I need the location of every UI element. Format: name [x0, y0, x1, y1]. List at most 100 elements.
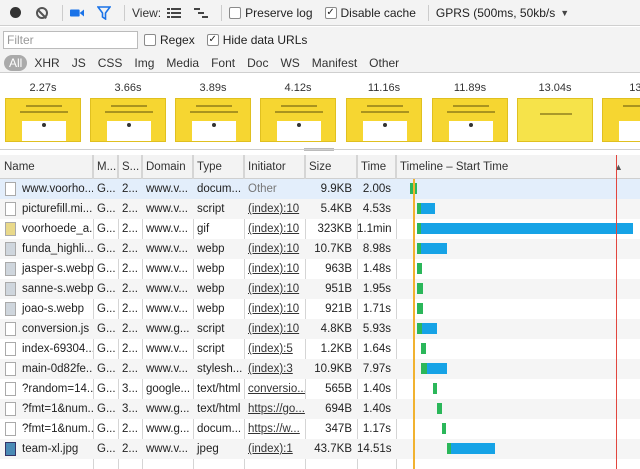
- view-label: View:: [132, 5, 162, 20]
- hide-data-urls-checkbox[interactable]: ✓: [206, 34, 219, 46]
- load-event-marker: [616, 155, 617, 469]
- column-header-timeline[interactable]: Timeline – Start Time: [400, 161, 509, 173]
- table-row[interactable]: main-0d82fe... G... 2... www.v... stylesh...…: [0, 359, 640, 379]
- request-initiator[interactable]: (index):3: [248, 363, 293, 375]
- request-domain: www.v...: [146, 183, 188, 195]
- table-row[interactable]: team-xl.jpg G... 2... www.v... jpeg (index):1…: [0, 439, 640, 459]
- table-row[interactable]: ?fmt=1&num... G... 2... www.g... docum... htt…: [0, 419, 640, 439]
- type-filter-font[interactable]: Font: [211, 55, 236, 70]
- request-initiator[interactable]: https://w...: [248, 423, 300, 435]
- table-row[interactable]: ?random=14... G... 3... google... text/html c…: [0, 379, 640, 399]
- regex-label: Regex: [160, 33, 195, 47]
- filmstrip-frame[interactable]: 13.04s: [515, 82, 595, 142]
- request-method: G...: [97, 343, 116, 355]
- column-header-size[interactable]: Size: [305, 155, 357, 179]
- filmstrip-frame[interactable]: 2.27s: [3, 82, 83, 142]
- request-initiator[interactable]: (index):10: [248, 283, 300, 295]
- table-row[interactable]: voorhoede_a... G... 2... www.v... gif (index)…: [0, 219, 640, 239]
- type-filter-img[interactable]: Img: [134, 55, 155, 70]
- request-name: picturefill.mi...: [22, 203, 93, 215]
- filmstrip-frame[interactable]: 11.89s: [430, 82, 510, 142]
- type-filter-manifest[interactable]: Manifest: [311, 55, 358, 70]
- frame-time: 11.89s: [453, 82, 487, 94]
- request-initiator[interactable]: (index):10: [248, 203, 300, 215]
- table-row[interactable]: funda_highli... G... 2... www.v... webp (inde…: [0, 239, 640, 259]
- column-header-status[interactable]: S...: [118, 155, 142, 179]
- filmstrip-frame[interactable]: 4.12s: [258, 82, 338, 142]
- column-header-type[interactable]: Type: [193, 155, 244, 179]
- frame-time: 4.12s: [284, 82, 312, 94]
- request-size: 951B: [325, 283, 352, 295]
- request-type: gif: [197, 223, 210, 235]
- request-method: G...: [97, 443, 116, 455]
- column-header-initiator[interactable]: Initiator: [244, 155, 305, 179]
- table-row[interactable]: jasper-s.webp G... 2... www.v... webp (index)…: [0, 259, 640, 279]
- request-status: 2...: [122, 203, 138, 215]
- request-domain: www.v...: [146, 243, 188, 255]
- type-filter-other[interactable]: Other: [369, 55, 400, 70]
- table-row[interactable]: joao-s.webp G... 2... www.v... webp (index):1…: [0, 299, 640, 319]
- request-initiator[interactable]: (index):10: [248, 303, 300, 315]
- clear-icon[interactable]: [35, 6, 49, 20]
- filmstrip-frame[interactable]: 3.66s: [88, 82, 168, 142]
- throttling-select[interactable]: GPRS (500ms, 50kb/s ▼: [436, 6, 569, 20]
- request-initiator[interactable]: (index):10: [248, 243, 300, 255]
- request-method: G...: [97, 363, 116, 375]
- filter-input[interactable]: Filter: [3, 31, 138, 49]
- filmstrip-frame[interactable]: 11.16s: [344, 82, 424, 142]
- request-status: 2...: [122, 343, 138, 355]
- disable-cache-checkbox[interactable]: ✓: [324, 6, 337, 19]
- large-rows-icon[interactable]: [167, 6, 182, 20]
- request-domain: www.g...: [146, 423, 190, 435]
- camera-icon[interactable]: [70, 6, 84, 20]
- disable-cache-label: Disable cache: [340, 5, 416, 20]
- table-row[interactable]: sanne-s.webp G... 2... www.v... webp (index):…: [0, 279, 640, 299]
- request-status: 3...: [122, 403, 138, 415]
- request-initiator[interactable]: (index):10: [248, 223, 300, 235]
- request-initiator[interactable]: https://go...: [248, 403, 305, 415]
- filter-icon[interactable]: [97, 5, 111, 20]
- waiting-segment: [446, 443, 451, 454]
- request-domain: www.v...: [146, 283, 188, 295]
- table-row[interactable]: index-69304... G... 2... www.v... script (ind…: [0, 339, 640, 359]
- toolbar-divider: [221, 4, 223, 21]
- request-initiator[interactable]: (index):5: [248, 343, 293, 355]
- type-filter-ws[interactable]: WS: [280, 55, 300, 70]
- type-filter-xhr[interactable]: XHR: [34, 55, 60, 70]
- request-domain: www.v...: [146, 263, 188, 275]
- request-initiator[interactable]: (index):1: [248, 443, 293, 455]
- table-row[interactable]: picturefill.mi... G... 2... www.v... script (…: [0, 199, 640, 219]
- column-header-time[interactable]: Time: [357, 155, 396, 179]
- preserve-log-checkbox[interactable]: [229, 6, 242, 19]
- table-row[interactable]: ?fmt=1&num... G... 3... www.g... text/html ht…: [0, 399, 640, 419]
- gif-file-icon: [5, 222, 16, 236]
- request-time: 1.17s: [362, 423, 391, 435]
- overview-icon[interactable]: [194, 6, 209, 20]
- request-initiator[interactable]: (index):10: [248, 263, 300, 275]
- request-initiator[interactable]: (index):10: [248, 323, 300, 335]
- record-icon[interactable]: [8, 6, 22, 20]
- request-size: 43.7KB: [314, 443, 352, 455]
- waiting-segment: [437, 403, 442, 414]
- request-name: jasper-s.webp: [22, 263, 93, 275]
- filmstrip-frame[interactable]: 3.89s: [173, 82, 253, 142]
- type-filter-doc[interactable]: Doc: [247, 55, 269, 70]
- column-header-method[interactable]: M...: [93, 155, 118, 179]
- request-type: webp: [197, 243, 225, 255]
- type-filter-media[interactable]: Media: [166, 55, 200, 70]
- table-row[interactable]: conversion.js G... 2... www.g... script (inde…: [0, 319, 640, 339]
- regex-checkbox[interactable]: [144, 34, 156, 46]
- type-filter-css[interactable]: CSS: [97, 55, 123, 70]
- type-filter-js[interactable]: JS: [71, 55, 86, 70]
- table-row[interactable]: www.voorho... G... 2... www.v... docum... Oth…: [0, 179, 640, 199]
- type-filter-all[interactable]: All: [4, 54, 28, 71]
- request-initiator[interactable]: conversio...: [248, 383, 305, 395]
- request-method: G...: [97, 243, 116, 255]
- column-header-name[interactable]: Name: [0, 155, 93, 179]
- filmstrip-frame[interactable]: 13.0: [600, 82, 640, 142]
- filter-bar: Filter Regex ✓ Hide data URLs: [0, 27, 640, 53]
- column-header-domain[interactable]: Domain: [142, 155, 193, 179]
- request-method: G...: [97, 403, 116, 415]
- filmstrip-resize-handle[interactable]: [304, 148, 334, 151]
- request-method: G...: [97, 283, 116, 295]
